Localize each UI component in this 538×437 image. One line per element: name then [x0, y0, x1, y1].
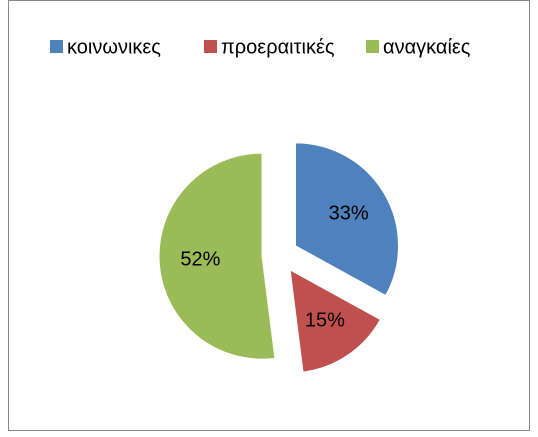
chart-frame [8, 0, 530, 431]
data-label: 52% [180, 248, 220, 270]
legend-swatch [366, 40, 379, 53]
data-label: 15% [305, 309, 345, 331]
legend-swatch [204, 40, 217, 53]
legend-label: αναγκαίες [383, 36, 471, 58]
data-label: 33% [329, 203, 369, 225]
legend-label: κοινωνικες [67, 36, 161, 58]
pie-slice [158, 152, 276, 360]
pie-slice [294, 142, 399, 297]
pie-slice [289, 268, 382, 373]
legend-swatch [50, 40, 63, 53]
legend-label: προεραιτικές [221, 36, 335, 58]
